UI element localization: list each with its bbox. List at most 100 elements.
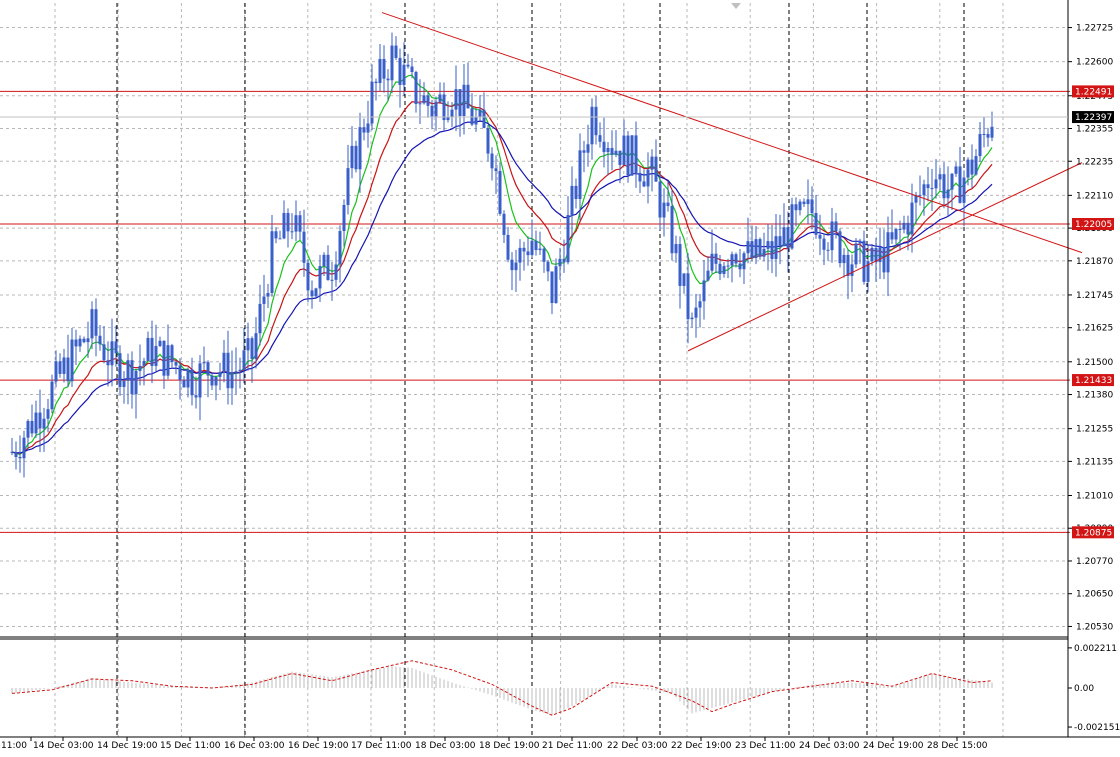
current-price-badge — [1072, 111, 1114, 124]
candle — [34, 400, 38, 438]
candle — [818, 214, 822, 256]
candle — [726, 258, 730, 279]
price-axis[interactable]: 1.227251.226001.224751.223551.222351.221… — [0, 24, 1120, 733]
level-price-label: 1.22005 — [1075, 220, 1112, 230]
x-tick-label: 16 Dec 19:00 — [288, 741, 349, 751]
candle — [170, 343, 174, 369]
candle — [230, 350, 234, 405]
candle — [686, 253, 690, 344]
trend-line-ascending[interactable] — [687, 162, 1083, 352]
candle — [798, 199, 802, 216]
candle — [642, 169, 646, 188]
candle — [862, 230, 866, 285]
candle — [678, 236, 682, 309]
candle — [502, 210, 506, 243]
x-tick-label: 24 Dec 19:00 — [863, 741, 924, 751]
y-tick-label: 1.22355 — [1076, 125, 1113, 135]
candle — [534, 230, 538, 256]
current-price-label: 1.22397 — [1075, 113, 1112, 123]
x-tick-label: 16 Dec 03:00 — [224, 741, 285, 751]
candle — [794, 197, 798, 227]
candle — [134, 368, 138, 419]
candle — [670, 189, 674, 261]
candle — [370, 64, 374, 131]
candle — [166, 324, 170, 380]
candle — [530, 219, 534, 258]
level-price-label: 1.20875 — [1075, 528, 1112, 538]
candle — [970, 144, 974, 188]
candle — [866, 245, 870, 293]
candle — [474, 107, 478, 132]
candle — [554, 258, 558, 304]
candle — [714, 242, 718, 274]
candle — [218, 362, 222, 391]
candle — [42, 407, 46, 452]
candle — [586, 124, 590, 167]
candle — [214, 376, 218, 401]
y-tick-label: 1.22600 — [1076, 58, 1113, 68]
candle — [142, 357, 146, 386]
osma-tick-label: -0.002151 — [1074, 723, 1120, 733]
trend-line-descending[interactable] — [381, 12, 1083, 254]
candle — [594, 95, 598, 145]
level-price-badge — [1072, 218, 1114, 231]
candle — [762, 232, 766, 262]
osma-signal-line — [11, 660, 993, 716]
candle — [742, 251, 746, 285]
horizontal-levels[interactable] — [0, 90, 1070, 533]
candle — [46, 398, 50, 433]
candle — [98, 324, 102, 351]
y-tick-label: 1.21010 — [1076, 491, 1113, 501]
candle — [198, 355, 202, 421]
candle — [654, 139, 658, 182]
candle — [694, 293, 698, 338]
candle — [986, 127, 990, 147]
candle — [630, 135, 634, 177]
candle — [422, 82, 426, 105]
candle — [774, 213, 778, 277]
candle — [982, 117, 986, 148]
candle — [82, 336, 86, 344]
chart-shift-marker-icon[interactable] — [731, 3, 741, 9]
candle — [558, 247, 562, 280]
candle — [378, 44, 382, 92]
ma-mid-line — [11, 100, 993, 455]
candle — [886, 216, 890, 297]
candle — [146, 331, 150, 362]
candle — [938, 167, 942, 191]
candle — [58, 353, 62, 378]
candle — [946, 166, 950, 217]
candle — [590, 98, 594, 160]
candle — [482, 92, 486, 129]
candle — [578, 133, 582, 221]
candle — [126, 353, 130, 405]
candle — [746, 217, 750, 264]
candle — [26, 419, 30, 450]
candle — [702, 259, 706, 320]
trend-lines[interactable] — [381, 12, 1083, 352]
candle — [754, 226, 758, 265]
candle — [162, 340, 166, 389]
candle — [906, 215, 910, 251]
candle — [202, 346, 206, 370]
y-tick-label: 1.20770 — [1076, 557, 1113, 567]
candle — [426, 91, 430, 118]
candle — [954, 162, 958, 177]
candle — [834, 212, 838, 239]
candle — [674, 235, 678, 263]
candle — [478, 95, 482, 121]
x-tick-label: 14 Dec 03:00 — [33, 741, 94, 751]
candle — [246, 322, 250, 371]
candle — [350, 126, 354, 179]
candle — [298, 210, 302, 241]
candle — [262, 274, 266, 322]
candle — [130, 351, 134, 409]
candle — [398, 48, 402, 108]
candlestick-series — [10, 32, 994, 478]
candle — [14, 441, 18, 470]
candle — [414, 70, 418, 113]
candle — [118, 345, 122, 396]
time-axis[interactable]: 11:00 14 Dec 03:00 14 Dec 19:00 15 Dec 11:0… — [1, 737, 988, 751]
